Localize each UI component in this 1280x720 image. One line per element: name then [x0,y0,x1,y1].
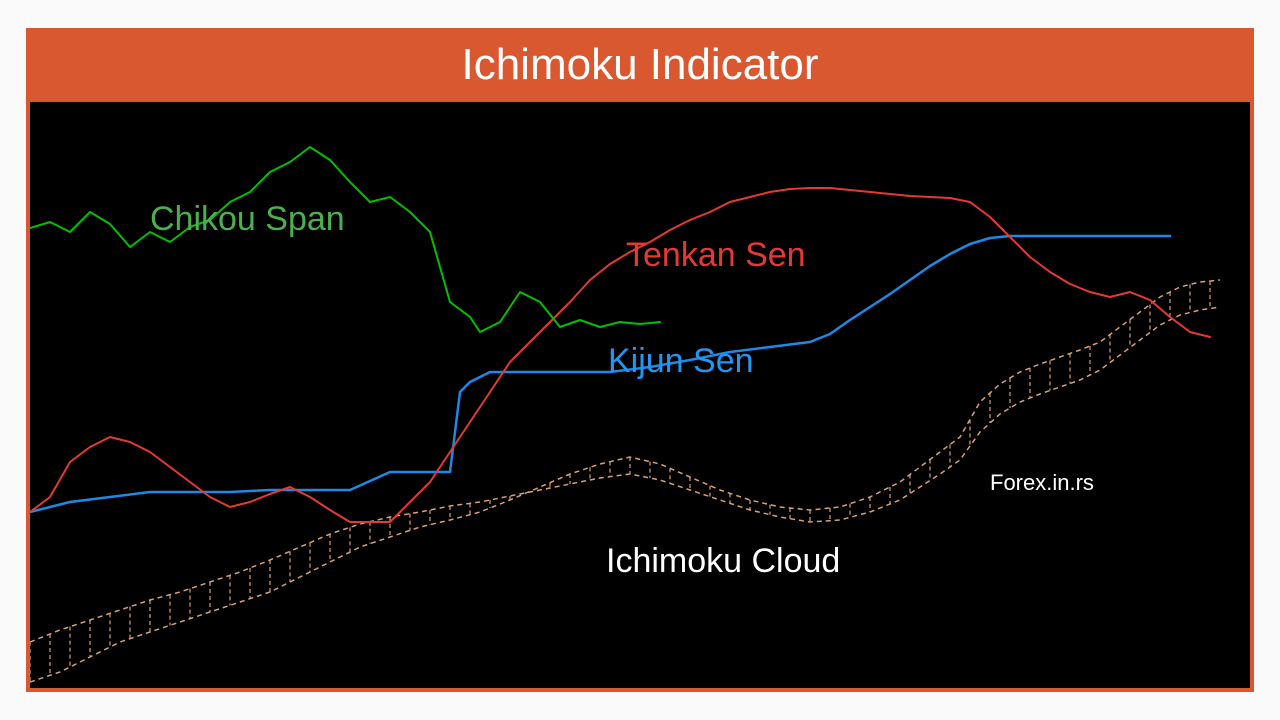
slide-frame: Ichimoku Indicator Chikou Span Tenkan Se… [26,28,1254,692]
label-tenkan-sen: Tenkan Sen [626,236,806,275]
ichimoku-chart-svg [30,102,1250,688]
label-kijun-sen: Kijun Sen [608,342,754,381]
label-ichimoku-cloud: Ichimoku Cloud [606,542,840,581]
label-chikou-span: Chikou Span [150,200,345,239]
chart-area: Chikou Span Tenkan Sen Kijun Sen Ichimok… [30,102,1250,688]
chart-title: Ichimoku Indicator [461,40,818,90]
title-bar: Ichimoku Indicator [26,28,1254,102]
watermark-text: Forex.in.rs [990,470,1094,496]
